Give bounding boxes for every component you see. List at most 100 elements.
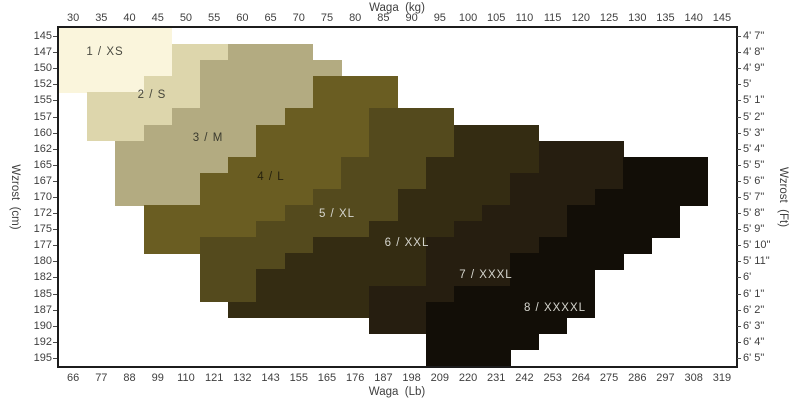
size-region-xl xyxy=(341,156,427,174)
size-region-xxxxl xyxy=(510,253,624,270)
bottom-axis-tick-label: 121 xyxy=(204,372,224,384)
bottom-axis-tick-label: 66 xyxy=(66,372,80,384)
left-axis-tickmark xyxy=(53,293,57,295)
size-region-xxxl xyxy=(482,205,568,222)
bottom-axis-tick-label: 176 xyxy=(346,372,365,384)
left-axis-tickmark xyxy=(53,148,57,150)
top-axis-tick-label: 135 xyxy=(656,12,675,24)
right-axis-tickmark xyxy=(737,164,741,166)
size-region-xxl xyxy=(369,221,455,238)
bottom-axis-tick-label: 220 xyxy=(458,372,478,384)
right-axis-tickmark xyxy=(737,68,741,70)
size-region-xl xyxy=(369,124,455,142)
top-axis-tick-label: 45 xyxy=(151,12,164,24)
size-region-xs xyxy=(59,28,173,45)
size-region-xxxxl xyxy=(510,269,596,287)
top-axis-tick-label: 30 xyxy=(66,12,80,24)
size-region-xxl xyxy=(453,140,540,158)
bottom-axis-tick-label: 231 xyxy=(487,372,506,384)
size-region-xl xyxy=(312,188,398,206)
size-label-m: 3 / M xyxy=(192,132,224,144)
left-axis-tick-label: 195 xyxy=(33,351,52,364)
left-axis-tickmark xyxy=(53,84,57,86)
bottom-axis-tick-label: 77 xyxy=(95,372,108,384)
right-axis-tick-label: 5' 10" xyxy=(743,239,771,252)
top-axis-tick-label: 55 xyxy=(208,12,221,24)
left-axis-tick-label: 190 xyxy=(33,319,52,332)
bottom-axis-tick-label: 264 xyxy=(571,372,591,384)
left-axis-tickmark xyxy=(53,36,57,38)
size-region-m xyxy=(143,124,257,142)
size-region-m xyxy=(115,140,257,158)
size-region-s xyxy=(87,92,201,109)
size-region-l xyxy=(143,237,201,254)
bottom-axis-tick-label: 99 xyxy=(151,372,164,384)
top-axis-title: Waga (kg) xyxy=(369,2,425,14)
size-region-s xyxy=(171,44,229,61)
right-axis-tickmark xyxy=(737,229,741,231)
size-region-xl xyxy=(284,205,398,222)
left-axis-tick-label: 147 xyxy=(33,46,52,59)
left-axis-tickmark xyxy=(53,357,57,359)
bottom-axis-tick-label: 88 xyxy=(123,372,136,384)
size-region-xl xyxy=(341,172,427,190)
right-axis-tick-label: 5' 8" xyxy=(743,207,765,220)
top-axis-tick-label: 65 xyxy=(264,12,277,24)
left-axis-tick-label: 155 xyxy=(33,94,52,107)
top-axis-tick-label: 35 xyxy=(95,12,108,24)
size-region-xl xyxy=(256,221,370,238)
size-region-xl xyxy=(200,285,257,303)
bottom-axis-tick-label: 253 xyxy=(543,372,562,384)
right-axis-tick-label: 5' 2" xyxy=(743,110,765,123)
right-axis-tickmark xyxy=(737,84,741,86)
size-region-m xyxy=(115,172,201,190)
size-region-xxxl xyxy=(510,172,624,190)
right-axis-tick-label: 6' 1" xyxy=(743,287,765,300)
size-label-xl: 5 / XL xyxy=(318,208,356,220)
left-axis-tick-label: 187 xyxy=(33,303,52,316)
right-axis-tick-label: 5' 6" xyxy=(743,174,765,187)
size-region-xs xyxy=(59,76,145,93)
size-region-xxxl xyxy=(369,301,427,319)
size-region-xxl xyxy=(312,237,427,254)
size-label-xs: 1 / XS xyxy=(86,46,124,58)
bottom-axis-tick-label: 198 xyxy=(402,372,421,384)
top-axis-tick-label: 120 xyxy=(571,12,591,24)
left-axis-tickmark xyxy=(53,277,57,279)
bottom-axis-title: Waga (Lb) xyxy=(368,386,426,398)
left-axis-tick-label: 162 xyxy=(33,142,52,155)
top-axis-tick-label: 130 xyxy=(628,12,647,24)
size-region-l xyxy=(200,188,314,206)
right-axis-tickmark xyxy=(737,132,741,134)
right-axis-tickmark xyxy=(737,341,741,343)
size-region-labels: 1 / XS 2 / S 3 / M 4 / L 5 / XL 6 / XXL 7 / XX… xyxy=(59,28,736,366)
size-region-m xyxy=(200,76,314,93)
size-label-s: 2 / S xyxy=(137,89,167,101)
size-region-s xyxy=(143,76,201,93)
left-axis-tickmark xyxy=(53,197,57,198)
size-region-xs xyxy=(59,44,173,61)
size-region-xs xyxy=(59,60,173,77)
left-axis-tickmark xyxy=(53,52,57,54)
size-region-xl xyxy=(369,108,455,126)
size-region-xl xyxy=(200,269,257,287)
right-axis-tickmark xyxy=(737,52,741,54)
size-region-xl xyxy=(200,253,286,270)
left-axis-tickmark xyxy=(53,341,57,343)
top-axis-tick-label: 125 xyxy=(599,12,619,24)
left-axis-tickmark xyxy=(53,132,57,134)
right-axis-tick-label: 5' xyxy=(743,78,752,91)
left-axis-tick-label: 160 xyxy=(33,126,52,139)
right-axis-tickmark xyxy=(737,197,741,198)
top-axis-tick-label: 80 xyxy=(349,12,362,24)
size-region-s xyxy=(87,108,173,126)
bottom-axis-tick-label: 242 xyxy=(515,372,534,384)
size-region-xxxl xyxy=(425,237,540,254)
size-region-xxxl xyxy=(538,156,624,174)
left-axis-tick-label: 167 xyxy=(33,174,52,187)
top-axis-tick-label: 100 xyxy=(458,12,478,24)
size-region-m xyxy=(200,60,342,77)
right-axis-tick-label: 5' 5" xyxy=(743,158,765,171)
right-axis-tickmark xyxy=(737,180,741,182)
size-label-xxxxl: 8 / XXXXL xyxy=(523,302,587,314)
